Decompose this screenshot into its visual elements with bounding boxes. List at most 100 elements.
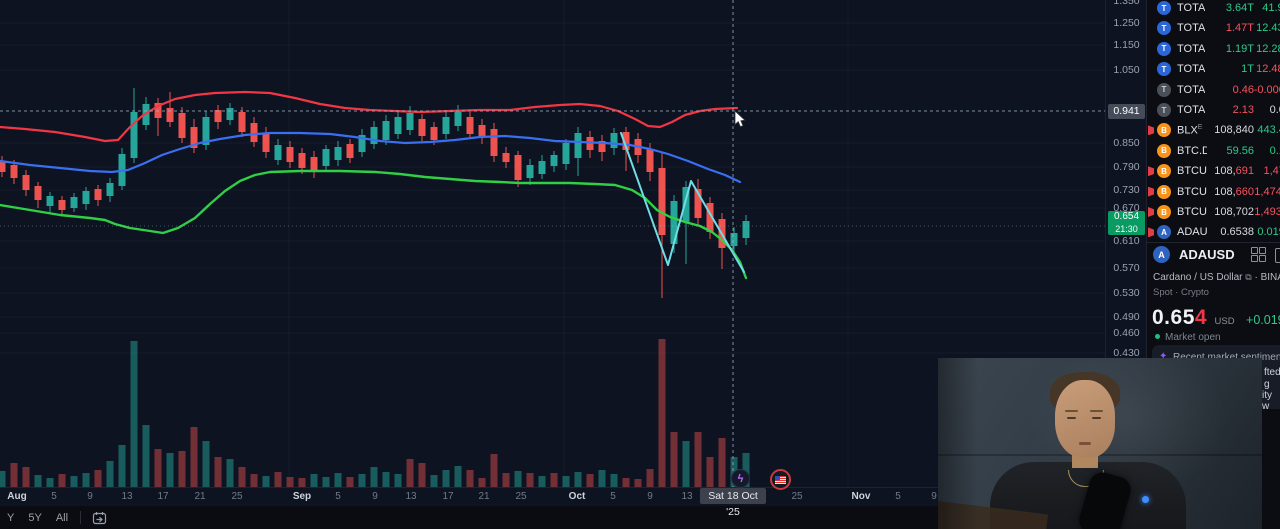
time-tick: Nov (851, 491, 871, 502)
symbol-ticker: BTCU (1177, 185, 1207, 198)
symbol-ticker: BLXE (1177, 124, 1203, 137)
volume-bar (478, 478, 486, 487)
volume-bar (682, 441, 690, 487)
candle-body (598, 141, 606, 152)
candle-body (694, 189, 702, 218)
watchlist-row-tota[interactable]: T TOTA 0.46-0.0005 (1147, 80, 1280, 100)
range-button-5y[interactable]: 5Y (28, 511, 42, 524)
volume-bar (226, 459, 234, 487)
symbol-ticker: TOTA (1177, 42, 1206, 55)
sparkle-icon: ✦ (1159, 351, 1168, 362)
goto-date-button[interactable] (92, 511, 107, 525)
bollinger-upper-band (0, 90, 739, 143)
volume-bar (670, 432, 678, 487)
panel-divider (1147, 242, 1280, 243)
layout-grid-icon[interactable] (1251, 247, 1266, 262)
volume-bar (358, 474, 366, 487)
change-value: 0.03 (1269, 104, 1280, 116)
candlestick-chart[interactable] (0, 0, 1105, 487)
candle-body (466, 117, 474, 134)
last-value: 3.64T (1225, 2, 1254, 14)
volume-bar (142, 425, 150, 487)
candle-body (250, 123, 258, 142)
time-tick: 25 (231, 491, 243, 502)
candle-body (454, 111, 462, 126)
symbol-description[interactable]: Cardano / US Dollar ⧉ · BINANCE (1153, 272, 1280, 283)
symbol-ticker: TOTA (1177, 104, 1206, 116)
last-price-label: 0.654 21:30 (1108, 211, 1145, 235)
volume-bar (454, 466, 462, 487)
candle-body (706, 203, 714, 232)
time-tick: Oct (568, 491, 586, 502)
price-chart-canvas[interactable] (0, 0, 1105, 487)
volume-bar (58, 474, 66, 487)
person-mouth (1079, 442, 1091, 445)
popout-icon[interactable] (1275, 248, 1280, 263)
volume-bar (406, 459, 414, 487)
volume-bar (322, 477, 330, 487)
candle-body (178, 113, 186, 138)
volume-bar (118, 445, 126, 487)
candle-body (670, 201, 678, 244)
time-tick: 9 (931, 491, 937, 502)
volume-bar (214, 457, 222, 487)
volume-bar (274, 472, 282, 487)
market-open-dot-icon (1155, 334, 1160, 339)
volume-bar (658, 339, 666, 487)
market-status-text: Market open (1165, 332, 1221, 343)
watchlist-row-btcu[interactable]: B BTCU 108,691 1,471 (1147, 161, 1280, 181)
candle-body (526, 165, 534, 178)
candle-body (238, 112, 246, 132)
candle-body (622, 132, 630, 150)
price-tick: 0.570 (1113, 262, 1140, 274)
sentiment-text: Recent market sentiment for (1173, 352, 1280, 363)
volume-bar (706, 457, 714, 487)
crypto-event-icon[interactable]: ϟ (731, 469, 750, 488)
candle-body (274, 145, 282, 160)
change-value: 0.13 (1269, 144, 1280, 157)
time-axis[interactable]: Aug 5 9 13 17 21 25 Sep 5 9 13 17 21 25 Oct 5 9 13 25 Nov 5 9 (0, 487, 1146, 507)
candle-body (10, 165, 18, 178)
candle-body (298, 153, 306, 168)
change-value: 12.43B (1256, 22, 1280, 35)
time-tick: 21 (194, 491, 206, 502)
candle-body (382, 121, 390, 140)
watchlist-row-tota[interactable]: T TOTA 2.13 0.03 (1147, 100, 1280, 120)
time-tick: 25 (515, 491, 527, 502)
candle-body (478, 125, 486, 138)
volume-bar (574, 472, 582, 487)
symbol-ticker: BTCU (1177, 206, 1207, 218)
range-button-1y[interactable]: Y (7, 511, 15, 524)
watchlist-row-btc.d[interactable]: B BTC.D 59.56 0.13 (1147, 141, 1280, 161)
market-type: Spot · Crypto (1153, 287, 1209, 298)
price-tick: 0.730 (1113, 184, 1140, 196)
price-tick: 1.050 (1113, 64, 1140, 76)
candle-body (646, 149, 654, 172)
volume-bar (310, 474, 318, 487)
volume-bar (562, 476, 570, 487)
candle-body (94, 189, 102, 200)
range-button-all[interactable]: All (55, 511, 69, 524)
watchlist-row-tota[interactable]: T TOTA 3.64T 41.9B (1147, 0, 1280, 18)
candle-body (514, 155, 522, 180)
symbol-title: ADAUSD (1179, 247, 1235, 262)
time-tick: 5 (610, 491, 616, 502)
alert-flag-icon (1148, 207, 1154, 217)
time-tick: 9 (372, 491, 378, 502)
last-value: 59.56 (1226, 144, 1254, 157)
symbol-ticker: TOTA (1177, 83, 1206, 96)
symbol-ticker: BTCU (1177, 165, 1207, 178)
symbol-ticker: ADAU (1177, 226, 1207, 239)
price-tick: 0.530 (1113, 287, 1140, 299)
volume-bar (0, 471, 6, 487)
us-flag-event-icon[interactable] (770, 469, 791, 490)
symbol-header[interactable]: A ADAUSD (1153, 246, 1235, 263)
external-link-icon[interactable]: ⧉ (1245, 272, 1252, 282)
